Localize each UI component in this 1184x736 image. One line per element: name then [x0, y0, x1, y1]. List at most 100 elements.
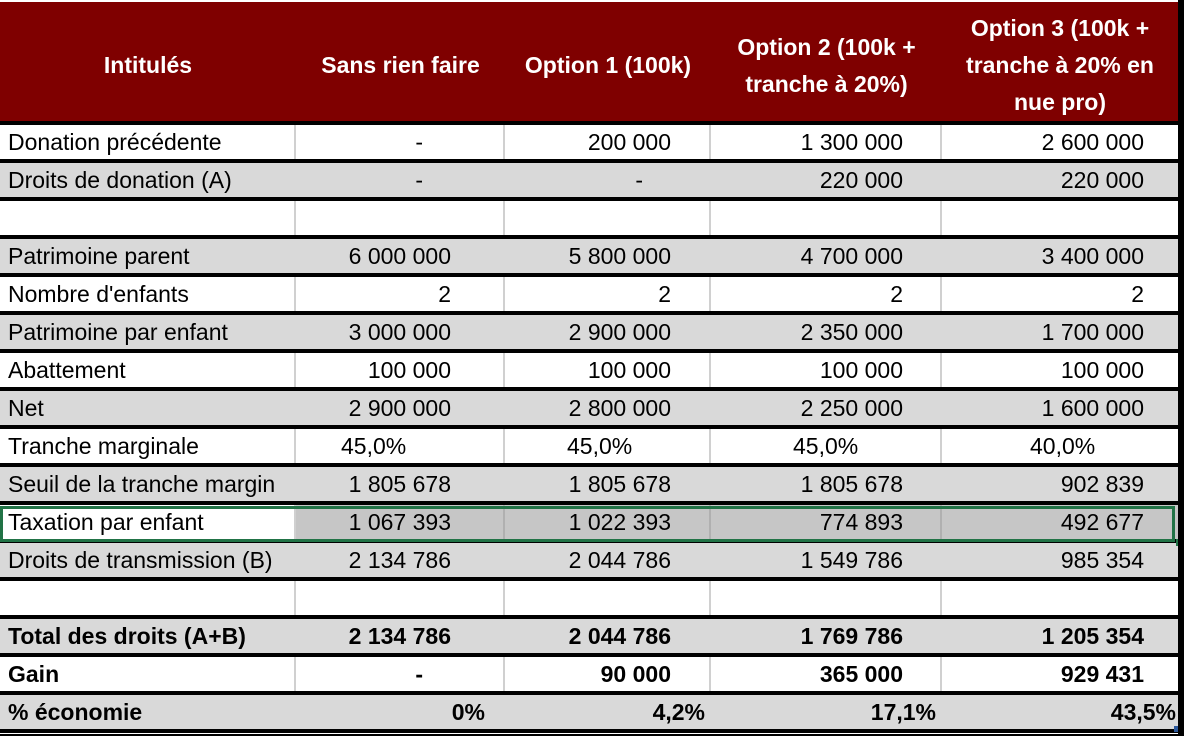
cell-sans-rien-faire[interactable]: 2 900 000 — [348, 395, 451, 421]
cell-option-3[interactable]: 220 000 — [1060, 167, 1144, 193]
cell-option-3[interactable]: 985 354 — [1060, 547, 1144, 573]
header-sans-rien-faire[interactable]: Sans rien faire — [321, 52, 480, 78]
cell-sans-rien-faire[interactable]: 6 000 000 — [348, 243, 451, 269]
cell-option-1[interactable] — [505, 581, 711, 615]
cell-option-1[interactable]: 200 000 — [505, 125, 711, 159]
table-row-pourcentage-economie: % économie 0% 4,2% 17,1% 43,5% — [0, 695, 1178, 733]
header-option-1[interactable]: Option 1 (100k) — [524, 52, 692, 78]
cell-sans-rien-faire[interactable]: 1 067 393 — [296, 505, 505, 539]
table-row-donation-precedente: Donation précédente - 200 000 1 300 000 … — [0, 125, 1178, 163]
cell-option-1[interactable]: 5 800 000 — [568, 243, 671, 269]
table-row-droits-transmission: Droits de transmission (B) 2 134 786 2 0… — [0, 543, 1178, 581]
row-label[interactable]: Net — [8, 395, 44, 421]
cell-option-2[interactable]: 4 700 000 — [800, 243, 903, 269]
cell-option-1[interactable]: 2 900 000 — [568, 319, 671, 345]
cell-option-2[interactable]: 45,0% — [711, 429, 942, 463]
cell-option-1[interactable]: 90 000 — [505, 657, 711, 691]
cell-sans-rien-faire[interactable]: - — [296, 657, 505, 691]
cell-option-2[interactable]: 2 — [711, 277, 942, 311]
table-row-tranche-marginale: Tranche marginale 45,0% 45,0% 45,0% 40,0… — [0, 429, 1178, 467]
table-row-net: Net 2 900 000 2 800 000 2 250 000 1 600 … — [0, 391, 1178, 429]
cell-option-2[interactable]: 2 250 000 — [800, 395, 903, 421]
cell-sans-rien-faire[interactable]: 1 805 678 — [348, 471, 451, 497]
cell-option-1[interactable] — [505, 201, 711, 235]
cell-option-2[interactable]: 17,1% — [870, 699, 936, 725]
table-row-nombre-enfants: Nombre d'enfants 2 2 2 2 — [0, 277, 1178, 315]
cell-option-3[interactable]: 492 677 — [942, 505, 1178, 539]
row-label[interactable]: Donation précédente — [0, 125, 296, 159]
cell-option-2[interactable] — [711, 201, 942, 235]
cell-option-1[interactable]: 2 044 786 — [568, 623, 671, 649]
cell-option-2[interactable]: 1 805 678 — [800, 471, 903, 497]
cell-sans-rien-faire[interactable]: 3 000 000 — [348, 319, 451, 345]
row-label[interactable] — [0, 201, 296, 235]
row-label[interactable]: Tranche marginale — [0, 429, 296, 463]
row-label[interactable]: Gain — [0, 657, 296, 691]
cell-sans-rien-faire[interactable]: 2 134 786 — [348, 623, 451, 649]
cell-option-2[interactable] — [711, 581, 942, 615]
row-label[interactable]: Taxation par enfant — [0, 505, 296, 539]
cell-option-2[interactable]: 365 000 — [711, 657, 942, 691]
cell-option-2[interactable]: 1 549 786 — [800, 547, 903, 573]
row-label[interactable]: Droits de transmission (B) — [8, 547, 273, 573]
cell-option-3[interactable]: 1 700 000 — [1041, 319, 1144, 345]
cell-option-1[interactable]: 2 800 000 — [568, 395, 671, 421]
cell-sans-rien-faire[interactable] — [296, 201, 505, 235]
cell-option-3[interactable]: 1 205 354 — [1041, 623, 1144, 649]
row-label[interactable]: Total des droits (A+B) — [8, 623, 246, 649]
table-row-empty — [0, 581, 1178, 619]
cell-option-3[interactable]: 40,0% — [1030, 433, 1096, 459]
cell-option-2[interactable]: 2 350 000 — [800, 319, 903, 345]
cell-option-3[interactable]: 1 600 000 — [1041, 395, 1144, 421]
cell-option-2[interactable]: 1 300 000 — [711, 125, 942, 159]
row-label[interactable]: % économie — [8, 699, 143, 725]
cell-option-1[interactable]: 4,2% — [652, 699, 705, 725]
cell-sans-rien-faire[interactable]: 45,0% — [296, 429, 505, 463]
table-body: Donation précédente - 200 000 1 300 000 … — [0, 125, 1178, 733]
cell-option-1[interactable]: 2 — [505, 277, 711, 311]
header-option-2[interactable]: Option 2 (100k + tranche à 20%) — [737, 33, 916, 97]
row-label[interactable]: Nombre d'enfants — [0, 277, 296, 311]
cell-sans-rien-faire[interactable]: 0% — [451, 699, 485, 725]
cell-option-1[interactable]: 45,0% — [505, 429, 711, 463]
row-label[interactable]: Seuil de la tranche margin — [8, 471, 276, 497]
table-row-patrimoine-parent: Patrimoine parent 6 000 000 5 800 000 4 … — [0, 239, 1178, 277]
row-label[interactable]: Abattement — [0, 353, 296, 387]
cell-option-3[interactable] — [942, 201, 1178, 235]
header-intitules[interactable]: Intitulés — [103, 52, 193, 78]
cell-option-1[interactable]: 2 044 786 — [568, 547, 671, 573]
cell-option-1[interactable]: 100 000 — [505, 353, 711, 387]
cell-sans-rien-faire[interactable]: - — [296, 125, 505, 159]
cell-option-2[interactable]: 100 000 — [711, 353, 942, 387]
row-label[interactable]: Droits de donation (A) — [8, 167, 232, 193]
cell-option-3[interactable]: 43,5% — [1110, 699, 1176, 725]
table-row-patrimoine-par-enfant: Patrimoine par enfant 3 000 000 2 900 00… — [0, 315, 1178, 353]
cell-option-1[interactable]: - — [635, 167, 643, 193]
header-option-3[interactable]: Option 3 (100k + tranche à 20% en nue pr… — [966, 15, 1154, 115]
cell-option-3[interactable] — [942, 581, 1178, 615]
cell-sans-rien-faire[interactable] — [296, 581, 505, 615]
cell-option-3[interactable]: 3 400 000 — [1041, 243, 1144, 269]
table-row-seuil-tranche: Seuil de la tranche margin 1 805 678 1 8… — [0, 467, 1178, 505]
cell-sans-rien-faire[interactable]: - — [415, 167, 423, 193]
cell-option-2[interactable]: 1 769 786 — [800, 623, 903, 649]
cell-option-2[interactable]: 220 000 — [819, 167, 903, 193]
cell-sans-rien-faire[interactable]: 2 — [296, 277, 505, 311]
cell-option-3[interactable]: 2 600 000 — [1041, 129, 1144, 155]
cell-option-3[interactable]: 100 000 — [1060, 357, 1144, 383]
cell-option-1[interactable]: 1 805 678 — [568, 471, 671, 497]
row-label[interactable]: Patrimoine par enfant — [8, 319, 228, 345]
cell-option-3[interactable]: 929 431 — [1060, 661, 1144, 687]
cell-option-1[interactable]: 1 022 393 — [505, 505, 711, 539]
cell-sans-rien-faire[interactable]: 100 000 — [296, 353, 505, 387]
cell-option-3[interactable]: 902 839 — [1060, 471, 1144, 497]
cell-option-3[interactable]: 2 — [1131, 281, 1144, 307]
cell-sans-rien-faire[interactable]: 2 134 786 — [348, 547, 451, 573]
row-label[interactable]: Patrimoine parent — [8, 243, 190, 269]
table-row-taxation-par-enfant[interactable]: Taxation par enfant 1 067 393 1 022 393 … — [0, 505, 1178, 543]
table-resize-handle[interactable] — [1174, 726, 1180, 732]
row-label[interactable] — [0, 581, 296, 615]
cell-option-2[interactable]: 774 893 — [711, 505, 942, 539]
table-row-droits-donation: Droits de donation (A) - - 220 000 220 0… — [0, 163, 1178, 201]
